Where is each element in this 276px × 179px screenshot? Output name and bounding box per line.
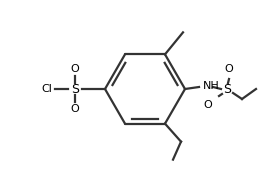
Text: S: S xyxy=(71,83,79,96)
Text: O: O xyxy=(71,64,79,74)
Text: O: O xyxy=(225,64,233,74)
Text: Cl: Cl xyxy=(42,84,52,94)
Text: O: O xyxy=(204,100,212,110)
Text: S: S xyxy=(223,83,231,96)
Text: NH: NH xyxy=(203,81,220,91)
Text: O: O xyxy=(71,104,79,114)
